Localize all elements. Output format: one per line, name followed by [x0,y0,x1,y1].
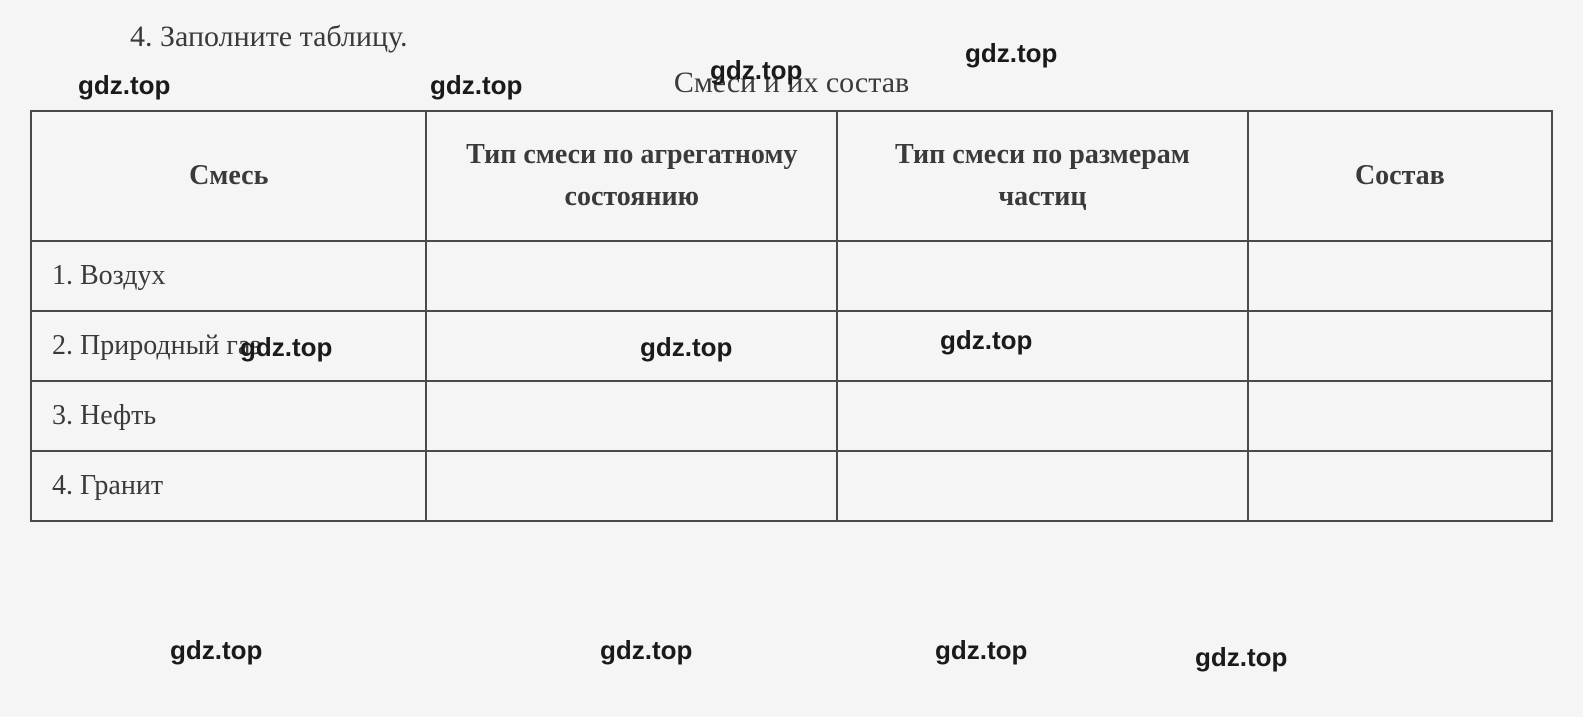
row-label: 4. Гранит [31,451,426,521]
table-row: 4. Гранит [31,451,1552,521]
cell-particle-size[interactable] [837,311,1248,381]
col-header-composition: Состав [1248,111,1552,241]
cell-particle-size[interactable] [837,381,1248,451]
table-header-row: Смесь Тип смеси по агрегатному состоянию… [31,111,1552,241]
col-header-mixture: Смесь [31,111,426,241]
watermark: gdz.top [600,635,692,666]
cell-aggregate[interactable] [426,241,837,311]
col-header-aggregate: Тип смеси по агрегатному состоянию [426,111,837,241]
question-text: Заполните таблицу. [160,20,408,53]
table-row: 2. Природный газ [31,311,1552,381]
cell-particle-size[interactable] [837,241,1248,311]
watermark: gdz.top [935,635,1027,666]
question-number: 4. [130,20,153,53]
row-label: 1. Воздух [31,241,426,311]
table-row: 1. Воздух [31,241,1552,311]
mixtures-table: Смесь Тип смеси по агрегатному состоянию… [30,110,1553,522]
table-row: 3. Нефть [31,381,1552,451]
cell-particle-size[interactable] [837,451,1248,521]
cell-aggregate[interactable] [426,381,837,451]
cell-composition[interactable] [1248,241,1552,311]
cell-composition[interactable] [1248,451,1552,521]
cell-aggregate[interactable] [426,311,837,381]
col-header-particle-size: Тип смеси по размерам частиц [837,111,1248,241]
cell-composition[interactable] [1248,311,1552,381]
cell-aggregate[interactable] [426,451,837,521]
watermark: gdz.top [1195,642,1287,673]
table-title: Смеси и их состав [30,66,1553,100]
question-line: 4. Заполните таблицу. [130,20,1553,54]
watermark: gdz.top [170,635,262,666]
row-label: 2. Природный газ [31,311,426,381]
row-label: 3. Нефть [31,381,426,451]
cell-composition[interactable] [1248,381,1552,451]
